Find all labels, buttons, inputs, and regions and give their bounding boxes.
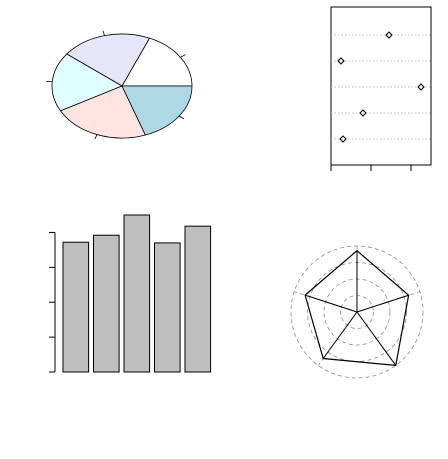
dot-plot-frame <box>330 6 432 166</box>
dot-point <box>359 109 367 117</box>
bar-lemon <box>62 241 90 373</box>
dot-point <box>337 57 345 65</box>
radar-value-ray <box>304 294 358 313</box>
pie-label-tick <box>178 115 185 120</box>
bar-grape <box>184 225 212 373</box>
pie-slice-lime <box>51 53 123 112</box>
bar-lime <box>154 242 181 373</box>
dot-point <box>417 83 425 91</box>
pie-label-tick <box>180 54 186 58</box>
radar-series-polygon <box>304 249 410 367</box>
pie-slice-watermelon <box>59 85 146 139</box>
bar-blueberry <box>93 234 120 373</box>
bar-chart <box>49 214 212 373</box>
pie-slice-blueberry <box>121 85 193 136</box>
dot-point <box>385 31 393 39</box>
radar-value-ray <box>356 294 409 313</box>
pie-label-tick <box>94 134 98 140</box>
pie-label-tick <box>102 30 105 36</box>
dot-point <box>339 135 347 143</box>
dot-chart <box>330 6 432 171</box>
pie-chart <box>46 30 193 140</box>
radar-chart <box>290 245 424 379</box>
radar-value-ray <box>322 311 358 359</box>
pie-slice-grape <box>66 33 151 87</box>
bar-watermelon <box>123 214 151 373</box>
radar-value-ray <box>356 311 397 366</box>
